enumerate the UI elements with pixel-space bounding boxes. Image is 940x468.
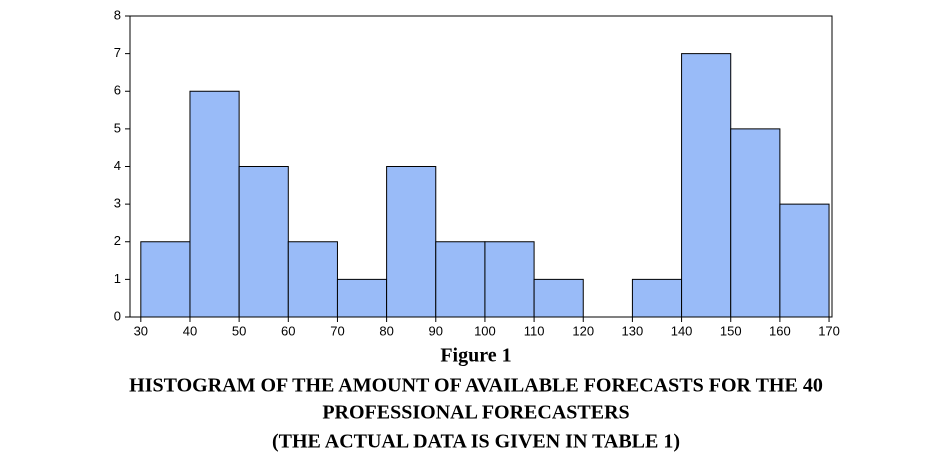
x-tick-label: 30 — [134, 323, 148, 338]
y-tick-label: 3 — [114, 196, 121, 211]
chart-title: Figure 1 — [440, 345, 511, 367]
x-tick-label: 110 — [524, 323, 545, 338]
y-tick-label: 2 — [114, 233, 121, 248]
x-tick-label: 80 — [379, 323, 393, 338]
x-tick-label: 160 — [769, 323, 791, 338]
bar — [484, 241, 535, 318]
bar — [631, 278, 683, 318]
x-tick-label: 70 — [330, 323, 344, 338]
y-tick-label: 5 — [114, 120, 121, 135]
bar — [287, 241, 338, 318]
x-tick-label: 130 — [622, 323, 644, 338]
bar — [336, 278, 388, 318]
bar — [681, 53, 732, 318]
bar — [533, 278, 584, 318]
y-tick-label: 1 — [114, 271, 121, 286]
bar — [435, 241, 486, 318]
y-tick-label: 7 — [114, 45, 121, 60]
x-tick-label: 40 — [183, 323, 197, 338]
y-tick-label: 4 — [114, 158, 121, 173]
bar — [386, 166, 437, 318]
bar — [730, 128, 781, 318]
bar — [140, 241, 191, 318]
x-tick-label: 150 — [720, 323, 742, 338]
caption-line: (THE ACTUAL DATA IS GIVEN IN TABLE 1) — [272, 431, 680, 453]
x-tick-label: 140 — [671, 323, 693, 338]
caption-line: PROFESSIONAL FORECASTERS — [322, 402, 629, 424]
y-tick-label: 8 — [114, 7, 121, 22]
x-tick-label: 60 — [281, 323, 295, 338]
x-tick-label: 100 — [474, 323, 496, 338]
bar — [238, 166, 289, 318]
x-tick-label: 90 — [429, 323, 443, 338]
bar — [779, 203, 830, 318]
y-tick-label: 0 — [114, 308, 121, 323]
y-tick-label: 6 — [114, 83, 121, 98]
x-tick-label: 50 — [232, 323, 246, 338]
caption-line: HISTOGRAM OF THE AMOUNT OF AVAILABLE FOR… — [129, 375, 823, 397]
x-tick-label: 120 — [572, 323, 594, 338]
x-tick-label: 170 — [818, 323, 840, 338]
bar — [189, 90, 240, 318]
